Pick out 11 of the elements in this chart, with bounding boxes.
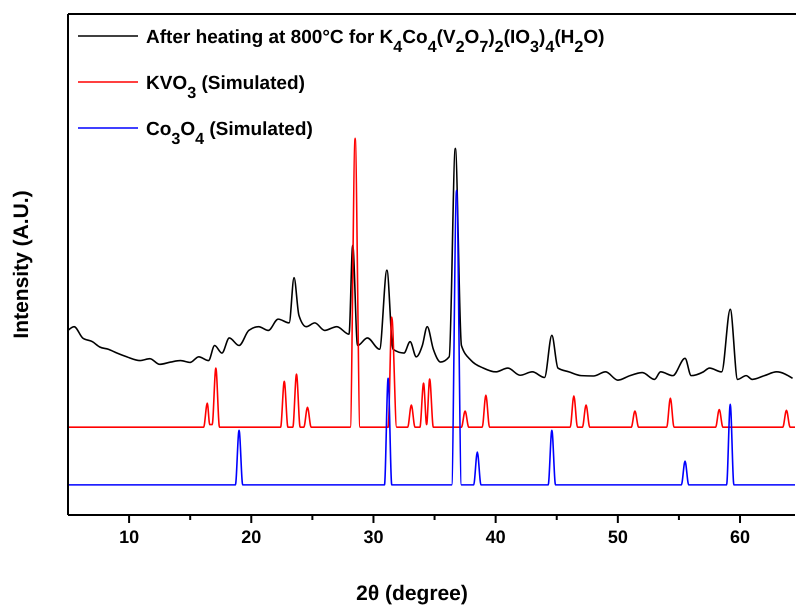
x-tick-label: 50 [608,527,628,547]
x-tick-label: 20 [241,527,262,547]
legend-label: Co$_{3}$O$_{4}$ (Simulated) [146,119,313,148]
x-tick-label: 30 [363,527,384,547]
x-tick-label: 40 [486,527,506,547]
legend-label: KVO$_{3}$ (Simulated) [146,73,305,102]
y-axis-title: Intensity (A.U.) [10,190,33,339]
x-axis-title: 2θ (degree) [356,582,468,605]
x-tick-label: 60 [730,527,750,547]
x-tick-label: 10 [119,527,140,547]
text: After heating at 800°C for K$_{4}$Co$_{4}$(V$_{2}$O$_{7}$)$_{2}$(IO$_{3}$)$_{4}$(H$_{2}$O) [146,27,604,56]
